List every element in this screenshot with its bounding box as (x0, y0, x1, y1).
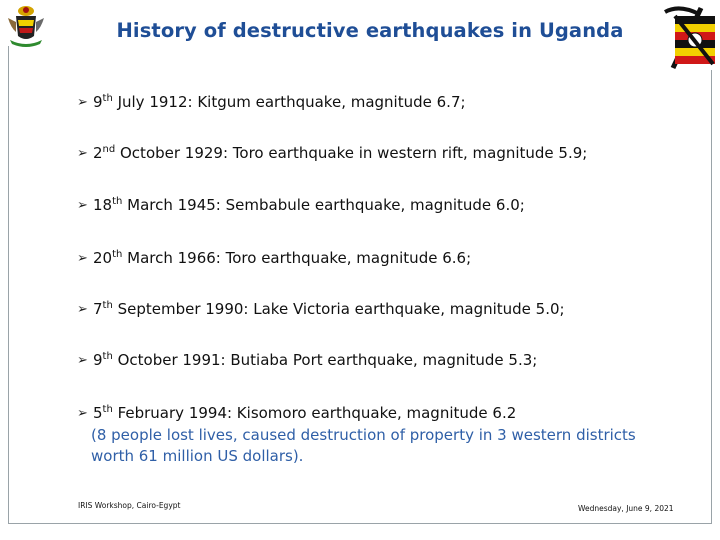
note-line-2: worth 61 million US dollars). (91, 447, 304, 465)
footer-date: Wednesday, June 9, 2021 (578, 504, 674, 513)
list-item: ➢ 18th March 1945: Sembabule earthquake,… (77, 196, 525, 214)
list-item: ➢ 9th October 1991: Butiaba Port earthqu… (77, 351, 538, 369)
list-item: ➢ 7th September 1990: Lake Victoria eart… (77, 300, 565, 318)
list-item: ➢ 9th July 1912: Kitgum earthquake, magn… (77, 93, 466, 111)
list-item: ➢ 20th March 1966: Toro earthquake, magn… (77, 249, 472, 267)
arrow-bullet-icon: ➢ (77, 302, 88, 317)
note-line-1: (8 people lost lives, caused destruction… (91, 426, 636, 444)
slide-frame-right (711, 70, 712, 524)
arrow-bullet-icon: ➢ (77, 353, 88, 368)
footer-event: IRIS Workshop, Cairo-Egypt (78, 501, 181, 510)
survey-emblem-icon (664, 6, 715, 70)
arrow-bullet-icon: ➢ (77, 198, 88, 213)
coat-of-arms-icon (8, 6, 44, 47)
list-item: ➢ 2nd October 1929: Toro earthquake in w… (77, 144, 588, 162)
slide-frame-bottom (8, 523, 712, 524)
arrow-bullet-icon: ➢ (77, 146, 88, 161)
slide-frame-left (8, 46, 9, 524)
arrow-bullet-icon: ➢ (77, 406, 88, 421)
arrow-bullet-icon: ➢ (77, 251, 88, 266)
list-item: ➢ 5th February 1994: Kisomoro earthquake… (77, 404, 517, 422)
arrow-bullet-icon: ➢ (77, 95, 88, 110)
slide-title: History of destructive earthquakes in Ug… (116, 19, 624, 42)
